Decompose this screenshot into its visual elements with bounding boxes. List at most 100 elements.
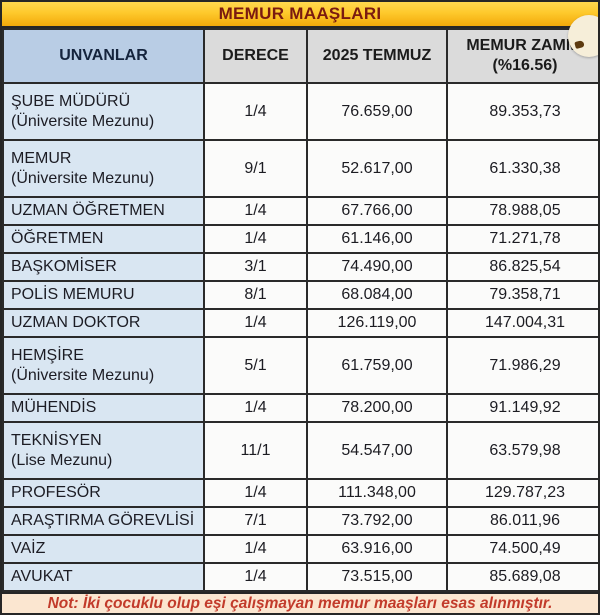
memur-zammi-rate: (%16.56) (492, 57, 558, 74)
unvan-subtitle: (Üniversite Mezunu) (11, 366, 155, 384)
memur-zammi-cell: 91.149,92 (446, 393, 598, 423)
memur-zammi-cell: 78.988,05 (446, 196, 598, 226)
table-row: UZMAN DOKTOR 1/4 126.119,00 147.004,31 (2, 308, 598, 338)
memur-zammi-cell: 86.825,54 (446, 252, 598, 282)
unvan-cell: UZMAN DOKTOR (2, 308, 205, 338)
unvan-cell: PROFESÖR (2, 478, 205, 508)
table-row: VAİZ 1/4 63.916,00 74.500,49 (2, 534, 598, 564)
table-row: TEKNİSYEN (Lise Mezunu) 11/1 54.547,00 63.57… (2, 421, 598, 480)
unvan-title: PROFESÖR (11, 484, 101, 501)
memur-zammi-cell: 147.004,31 (446, 308, 598, 338)
table-row: ŞUBE MÜDÜRÜ (Üniversite Mezunu) 1/4 76.659,… (2, 82, 598, 141)
unvan-cell: HEMŞİRE (Üniversite Mezunu) (2, 336, 205, 395)
unvan-title: VAİZ (11, 540, 46, 557)
table-row: MEMUR (Üniversite Mezunu) 9/1 52.617,00 61.3… (2, 139, 598, 198)
derece-cell: 1/4 (203, 393, 308, 423)
memur-zammi-cell: 89.353,73 (446, 82, 598, 141)
unvan-cell: ÖĞRETMEN (2, 224, 205, 254)
temmuz-2025-cell: 61.759,00 (306, 336, 448, 395)
footnote: Not: İki çocuklu olup eşi çalışmayan mem… (2, 592, 598, 613)
memur-zammi-cell: 74.500,49 (446, 534, 598, 564)
unvan-cell: POLİS MEMURU (2, 280, 205, 310)
page-title: MEMUR MAAŞLARI (2, 2, 598, 28)
unvan-cell: MEMUR (Üniversite Mezunu) (2, 139, 205, 198)
memur-zammi-cell: 71.986,29 (446, 336, 598, 395)
temmuz-2025-cell: 126.119,00 (306, 308, 448, 338)
unvan-cell: TEKNİSYEN (Lise Mezunu) (2, 421, 205, 480)
derece-cell: 1/4 (203, 196, 308, 226)
unvan-title: HEMŞİRE (11, 346, 84, 364)
column-header-derece: DERECE (203, 28, 308, 84)
derece-cell: 7/1 (203, 506, 308, 536)
unvan-subtitle: (Üniversite Mezunu) (11, 112, 155, 130)
derece-cell: 1/4 (203, 478, 308, 508)
temmuz-2025-cell: 67.766,00 (306, 196, 448, 226)
salary-table: UNVANLAR DERECE 2025 TEMMUZ MEMUR ZAMMI … (2, 28, 598, 592)
unvan-title: AVUKAT (11, 568, 73, 585)
unvan-cell: UZMAN ÖĞRETMEN (2, 196, 205, 226)
unvan-title: TEKNİSYEN (11, 431, 102, 449)
unvan-cell: MÜHENDİS (2, 393, 205, 423)
unvan-subtitle: (Lise Mezunu) (11, 451, 113, 469)
corner-sticker (568, 15, 598, 57)
unvan-title: BAŞKOMİSER (11, 258, 117, 275)
unvan-cell: AVUKAT (2, 562, 205, 592)
memur-zammi-cell: 63.579,98 (446, 421, 598, 480)
unvan-title: MEMUR (11, 149, 72, 167)
temmuz-2025-cell: 54.547,00 (306, 421, 448, 480)
derece-cell: 5/1 (203, 336, 308, 395)
temmuz-2025-cell: 52.617,00 (306, 139, 448, 198)
unvan-subtitle: (Üniversite Mezunu) (11, 169, 155, 187)
unvan-cell: VAİZ (2, 534, 205, 564)
sticker-mark-icon (574, 39, 585, 50)
unvan-cell: ŞUBE MÜDÜRÜ (Üniversite Mezunu) (2, 82, 205, 141)
memur-zammi-cell: 79.358,71 (446, 280, 598, 310)
unvan-title: UZMAN DOKTOR (11, 314, 141, 331)
memur-zammi-cell: 86.011,96 (446, 506, 598, 536)
derece-cell: 1/4 (203, 224, 308, 254)
unvan-cell: BAŞKOMİSER (2, 252, 205, 282)
temmuz-2025-cell: 68.084,00 (306, 280, 448, 310)
salary-table-body: ŞUBE MÜDÜRÜ (Üniversite Mezunu) 1/4 76.659,… (2, 82, 598, 592)
column-header-unvanlar: UNVANLAR (2, 28, 205, 84)
table-row: BAŞKOMİSER 3/1 74.490,00 86.825,54 (2, 252, 598, 282)
memur-zammi-cell: 85.689,08 (446, 562, 598, 592)
table-row: AVUKAT 1/4 73.515,00 85.689,08 (2, 562, 598, 592)
unvan-title: ŞUBE MÜDÜRÜ (11, 92, 131, 110)
temmuz-2025-cell: 61.146,00 (306, 224, 448, 254)
temmuz-2025-cell: 73.792,00 (306, 506, 448, 536)
memur-zammi-cell: 129.787,23 (446, 478, 598, 508)
derece-cell: 1/4 (203, 534, 308, 564)
unvan-title: ARAŞTIRMA GÖREVLİSİ (11, 512, 195, 529)
temmuz-2025-cell: 111.348,00 (306, 478, 448, 508)
unvan-title: MÜHENDİS (11, 399, 97, 416)
temmuz-2025-cell: 63.916,00 (306, 534, 448, 564)
temmuz-2025-cell: 78.200,00 (306, 393, 448, 423)
table-row: MÜHENDİS 1/4 78.200,00 91.149,92 (2, 393, 598, 423)
derece-cell: 9/1 (203, 139, 308, 198)
table-row: ARAŞTIRMA GÖREVLİSİ 7/1 73.792,00 86.011,96 (2, 506, 598, 536)
temmuz-2025-cell: 76.659,00 (306, 82, 448, 141)
table-row: ÖĞRETMEN 1/4 61.146,00 71.271,78 (2, 224, 598, 254)
table-row: UZMAN ÖĞRETMEN 1/4 67.766,00 78.988,05 (2, 196, 598, 226)
memur-zammi-cell: 61.330,38 (446, 139, 598, 198)
header-row: UNVANLAR DERECE 2025 TEMMUZ MEMUR ZAMMI … (2, 28, 598, 84)
unvan-title: UZMAN ÖĞRETMEN (11, 202, 165, 219)
derece-cell: 8/1 (203, 280, 308, 310)
unvan-cell: ARAŞTIRMA GÖREVLİSİ (2, 506, 205, 536)
derece-cell: 3/1 (203, 252, 308, 282)
derece-cell: 11/1 (203, 421, 308, 480)
column-header-2025-temmuz: 2025 TEMMUZ (306, 28, 448, 84)
temmuz-2025-cell: 74.490,00 (306, 252, 448, 282)
table-row: PROFESÖR 1/4 111.348,00 129.787,23 (2, 478, 598, 508)
unvan-title: POLİS MEMURU (11, 286, 135, 303)
derece-cell: 1/4 (203, 308, 308, 338)
derece-cell: 1/4 (203, 82, 308, 141)
memur-zammi-label: MEMUR ZAMMI (466, 37, 584, 54)
memur-zammi-cell: 71.271,78 (446, 224, 598, 254)
temmuz-2025-cell: 73.515,00 (306, 562, 448, 592)
unvan-title: ÖĞRETMEN (11, 230, 104, 247)
table-row: HEMŞİRE (Üniversite Mezunu) 5/1 61.759,00 71… (2, 336, 598, 395)
table-row: POLİS MEMURU 8/1 68.084,00 79.358,71 (2, 280, 598, 310)
